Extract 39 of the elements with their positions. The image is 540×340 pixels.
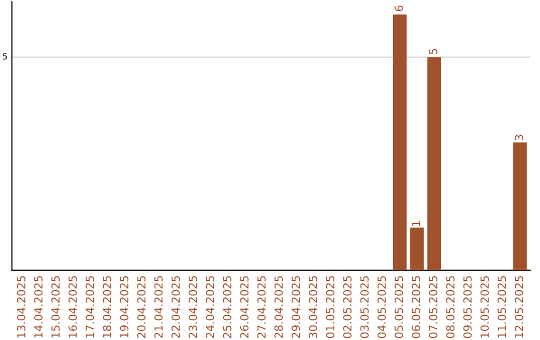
- x-tick-label: 29.04.2025: [292, 276, 300, 338]
- x-tick-label: 01.05.2025: [326, 276, 334, 338]
- x-tick-label: 06.05.2025: [412, 276, 420, 338]
- x-tick-label: 20.04.2025: [137, 276, 146, 338]
- bar: [427, 57, 442, 270]
- x-tick-label: 19.04.2025: [120, 276, 128, 338]
- x-tick-label: 02.05.2025: [343, 276, 352, 338]
- bar: [392, 14, 407, 270]
- x-tick-label: 09.05.2025: [463, 276, 472, 338]
- x-tick-label: 30.04.2025: [308, 276, 318, 338]
- x-tick-label: 22.04.2025: [171, 276, 180, 338]
- x-tick-label: 17.04.2025: [86, 276, 94, 338]
- x-tick-label: 07.05.2025: [428, 276, 438, 338]
- bar: [513, 142, 527, 270]
- x-tick-label: 28.04.2025: [274, 276, 283, 338]
- x-tick-label: 08.05.2025: [446, 276, 455, 338]
- x-tick-label: 26.04.2025: [240, 276, 249, 338]
- x-tick-label: 04.05.2025: [377, 276, 386, 338]
- x-tick-label: 13.04.2025: [17, 276, 26, 338]
- ref-line-label: 5: [3, 53, 7, 60]
- x-tick-label: 16.04.2025: [68, 276, 77, 338]
- x-tick-label: 14.04.2025: [34, 276, 43, 338]
- data-label: 3: [514, 134, 524, 140]
- x-tick-label: 25.04.2025: [222, 276, 232, 338]
- data-label: 1: [412, 221, 420, 226]
- x-tick-label: 27.04.2025: [257, 276, 266, 338]
- x-tick-label: 23.04.2025: [188, 276, 198, 338]
- bar: [410, 228, 424, 270]
- x-tick-label: 15.04.2025: [51, 276, 60, 338]
- x-tick-label: 05.05.2025: [394, 276, 404, 338]
- x-tick-label: 10.05.2025: [480, 276, 489, 338]
- x-tick-label: 12.05.2025: [514, 276, 524, 338]
- data-label: 5: [429, 48, 438, 54]
- x-tick-label: 24.04.2025: [206, 276, 214, 338]
- x-tick-label: 03.05.2025: [360, 276, 369, 338]
- x-tick-label: 21.04.2025: [154, 276, 163, 338]
- data-label: 6: [394, 6, 404, 12]
- x-tick-label: 18.04.2025: [102, 276, 112, 338]
- x-tick-label: 11.05.2025: [498, 276, 506, 338]
